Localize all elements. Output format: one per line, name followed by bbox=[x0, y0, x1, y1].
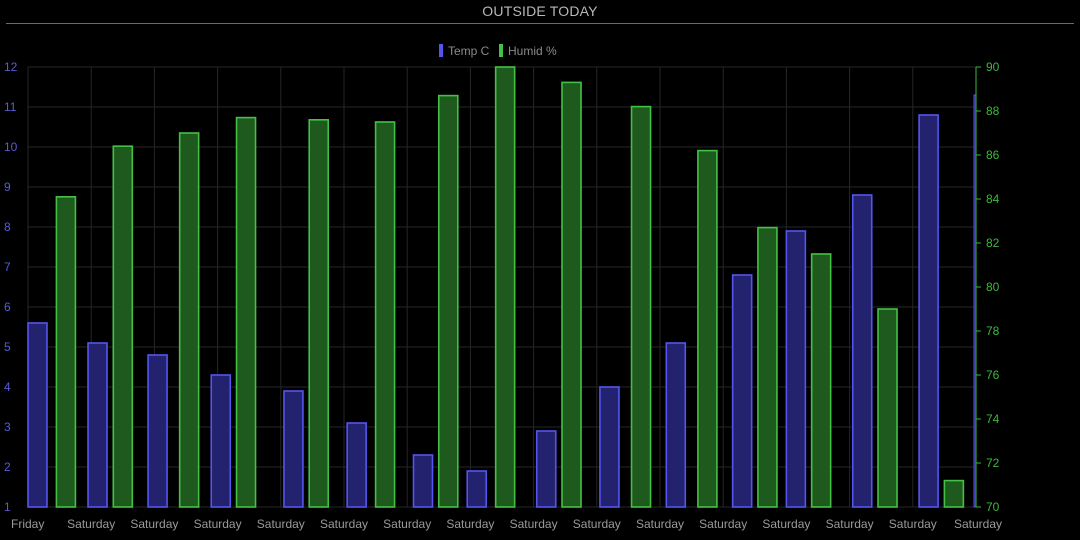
y-right-tick-label: 80 bbox=[986, 280, 1000, 294]
x-tick-label: Friday bbox=[11, 517, 44, 531]
x-tick-label: Saturday bbox=[889, 517, 937, 531]
y-left-tick-label: 9 bbox=[4, 180, 11, 194]
bar-temp[interactable] bbox=[412, 454, 434, 508]
y-left-tick-label: 8 bbox=[4, 220, 11, 234]
bar-humid[interactable] bbox=[630, 105, 652, 508]
bars-layer bbox=[27, 66, 977, 508]
bar-humid[interactable] bbox=[178, 132, 200, 508]
x-tick-label: Saturday bbox=[320, 517, 368, 531]
x-tick-label: Saturday bbox=[383, 517, 431, 531]
bar-humid[interactable] bbox=[943, 479, 965, 508]
y-left-tick-label: 1 bbox=[4, 500, 11, 514]
legend-swatch-humid bbox=[499, 44, 503, 57]
axis-layer: 1234567891011127072747678808284868890Fri… bbox=[4, 60, 1002, 531]
x-tick-label: Saturday bbox=[636, 517, 684, 531]
bar-temp[interactable] bbox=[147, 354, 168, 508]
bar-temp[interactable] bbox=[785, 230, 807, 508]
bar-humid[interactable] bbox=[877, 308, 898, 508]
y-left-tick-label: 12 bbox=[4, 60, 18, 74]
legend-label-humid[interactable]: Humid % bbox=[508, 44, 557, 58]
x-tick-label: Saturday bbox=[510, 517, 558, 531]
bar-temp[interactable] bbox=[535, 430, 557, 508]
bar-humid[interactable] bbox=[810, 253, 832, 508]
legend[interactable]: Temp C Humid % bbox=[439, 44, 557, 58]
y-right-tick-label: 78 bbox=[986, 324, 1000, 338]
bar-temp[interactable] bbox=[731, 274, 753, 508]
bar-humid[interactable] bbox=[757, 226, 778, 508]
title-divider bbox=[6, 23, 1074, 24]
x-tick-label: Saturday bbox=[257, 517, 305, 531]
y-right-tick-label: 74 bbox=[986, 412, 1000, 426]
y-right-tick-label: 76 bbox=[986, 368, 1000, 382]
bar-humid[interactable] bbox=[235, 116, 257, 508]
x-tick-label: Saturday bbox=[573, 517, 621, 531]
bar-humid[interactable] bbox=[561, 81, 582, 508]
y-left-tick-label: 10 bbox=[4, 140, 18, 154]
bar-humid[interactable] bbox=[374, 121, 396, 508]
y-left-tick-label: 6 bbox=[4, 300, 11, 314]
bar-temp[interactable] bbox=[665, 342, 687, 508]
x-tick-label: Saturday bbox=[762, 517, 810, 531]
x-tick-label: Saturday bbox=[699, 517, 747, 531]
y-right-tick-label: 72 bbox=[986, 456, 1000, 470]
bar-temp[interactable] bbox=[27, 322, 48, 508]
legend-swatch-temp bbox=[439, 44, 443, 57]
y-left-tick-label: 4 bbox=[4, 380, 11, 394]
y-right-tick-label: 88 bbox=[986, 104, 1000, 118]
x-tick-label: Saturday bbox=[954, 517, 1002, 531]
y-left-tick-label: 11 bbox=[4, 100, 17, 114]
x-tick-label: Saturday bbox=[826, 517, 874, 531]
x-tick-label: Saturday bbox=[130, 517, 178, 531]
bar-temp[interactable] bbox=[918, 114, 939, 508]
bar-temp[interactable] bbox=[346, 422, 367, 508]
bar-humid[interactable] bbox=[437, 94, 459, 508]
bar-humid[interactable] bbox=[494, 66, 516, 508]
y-right-tick-label: 86 bbox=[986, 148, 1000, 162]
bar-humid[interactable] bbox=[308, 119, 330, 508]
y-right-tick-label: 90 bbox=[986, 60, 1000, 74]
x-tick-label: Saturday bbox=[194, 517, 242, 531]
y-left-tick-label: 3 bbox=[4, 420, 11, 434]
bar-temp[interactable] bbox=[599, 386, 620, 508]
bar-temp[interactable] bbox=[87, 342, 108, 508]
bar-humid[interactable] bbox=[112, 145, 134, 508]
legend-label-temp[interactable]: Temp C bbox=[448, 44, 490, 58]
bar-temp[interactable] bbox=[210, 374, 232, 508]
bar-temp[interactable] bbox=[466, 470, 488, 508]
bar-temp[interactable] bbox=[283, 390, 304, 508]
x-tick-label: Saturday bbox=[67, 517, 115, 531]
bar-humid[interactable] bbox=[697, 149, 718, 508]
x-tick-label: Saturday bbox=[446, 517, 494, 531]
y-right-tick-label: 70 bbox=[986, 500, 1000, 514]
bar-humid[interactable] bbox=[55, 196, 77, 508]
chart-title: OUTSIDE TODAY bbox=[482, 3, 598, 19]
y-right-tick-label: 82 bbox=[986, 236, 1000, 250]
y-left-tick-label: 7 bbox=[4, 260, 11, 274]
y-right-tick-label: 84 bbox=[986, 192, 1000, 206]
y-left-tick-label: 5 bbox=[4, 340, 11, 354]
bar-temp[interactable] bbox=[851, 194, 873, 508]
y-left-tick-label: 2 bbox=[4, 460, 11, 474]
